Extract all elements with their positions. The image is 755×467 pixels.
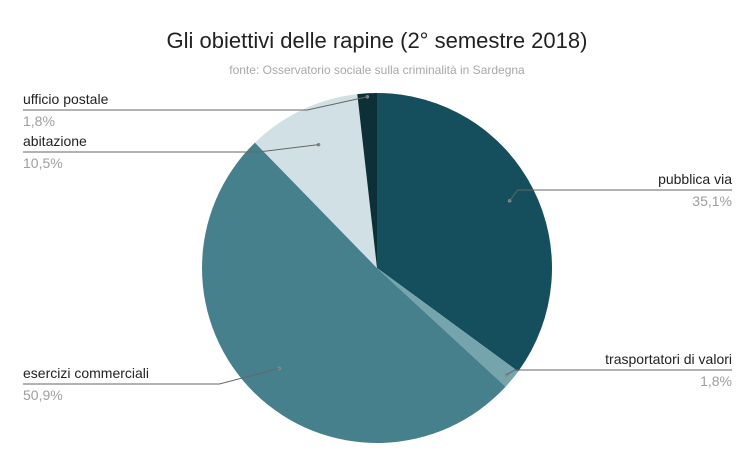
slice-ufficio-postale bbox=[357, 93, 377, 268]
leader-line-trasportatori-di-valori bbox=[506, 369, 732, 376]
leader-dot-esercizi-commerciali bbox=[277, 366, 282, 371]
pie-labels: pubblica via 35,1% trasportatori di valori… bbox=[23, 91, 732, 403]
slice-abitazione bbox=[254, 94, 377, 269]
leader-line-abitazione bbox=[23, 144, 319, 153]
slice-value-abitazione: 10,5% bbox=[23, 155, 63, 171]
leader-dot-ufficio-postale bbox=[365, 94, 370, 99]
slice-label-abitazione: abitazione bbox=[23, 133, 87, 149]
slice-trasportatori-di-valori bbox=[377, 268, 519, 387]
chart-title: Gli obiettivi delle rapine (2° semestre … bbox=[167, 28, 588, 53]
slice-pubblica-via bbox=[377, 93, 552, 372]
slice-value-ufficio-postale: 1,8% bbox=[23, 113, 55, 129]
leader-line-ufficio-postale bbox=[23, 96, 368, 111]
pie-slices bbox=[201, 93, 552, 444]
slice-label-ufficio-postale: ufficio postale bbox=[23, 91, 109, 107]
slice-value-esercizi-commerciali: 50,9% bbox=[23, 387, 63, 403]
leader-line-esercizi-commerciali bbox=[23, 367, 280, 385]
chart-subtitle: fonte: Osservatorio sociale sulla crimin… bbox=[229, 63, 525, 77]
slice-value-pubblica-via: 35,1% bbox=[692, 193, 732, 209]
slice-label-pubblica-via: pubblica via bbox=[658, 171, 732, 187]
leader-line-pubblica-via bbox=[509, 189, 732, 202]
slice-label-trasportatori-di-valori: trasportatori di valori bbox=[605, 351, 732, 367]
slice-value-trasportatori-di-valori: 1,8% bbox=[700, 373, 732, 389]
slice-label-esercizi-commerciali: esercizi commerciali bbox=[23, 365, 149, 381]
